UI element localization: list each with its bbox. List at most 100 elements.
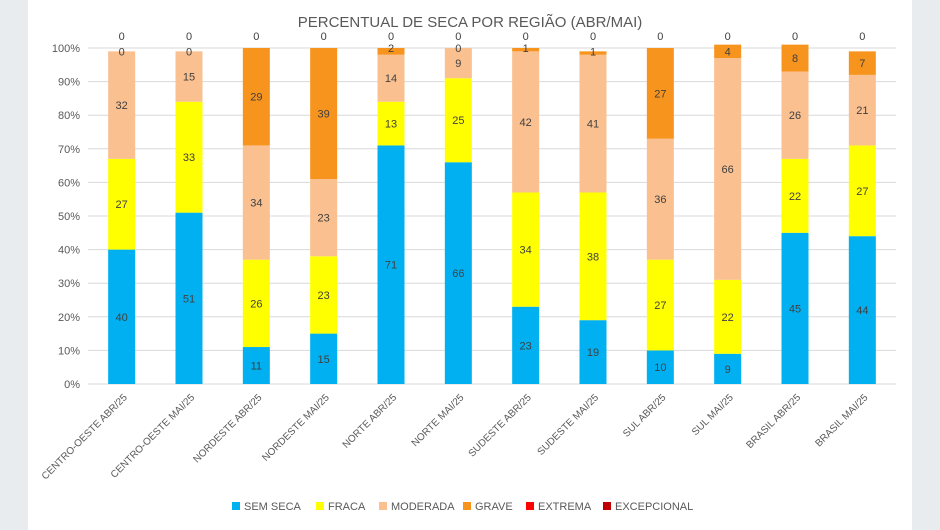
x-tick-label: BRASIL ABR/25 <box>745 392 804 451</box>
data-label: 34 <box>520 245 532 257</box>
data-label: 27 <box>856 186 868 198</box>
bar-segment <box>242 259 270 348</box>
bar-segment <box>512 192 540 307</box>
gridlines <box>88 47 896 385</box>
bar-segment <box>714 353 742 384</box>
bar-segment <box>512 48 540 52</box>
data-label: 51 <box>183 293 195 305</box>
legend-swatch <box>379 502 387 510</box>
legend-swatch <box>316 502 324 510</box>
data-label: 0 <box>321 31 327 43</box>
bar-segment <box>646 350 674 384</box>
x-tick-label: NORTE ABR/25 <box>341 392 400 451</box>
bar-segment <box>377 101 405 146</box>
data-label: 19 <box>587 347 599 359</box>
data-label: 14 <box>385 73 397 85</box>
bar-segment <box>175 51 203 102</box>
data-label: 27 <box>116 199 128 211</box>
data-label: 1 <box>590 46 596 58</box>
bar-segment <box>512 306 540 384</box>
bar-segment <box>108 51 136 159</box>
y-tick-label: 90% <box>58 77 80 89</box>
x-tick-label: NORDESTE MAI/25 <box>260 392 332 464</box>
bar-segment <box>242 145 270 260</box>
bar-segment <box>310 256 338 334</box>
data-label: 0 <box>590 31 596 43</box>
bar-segment <box>848 74 876 146</box>
data-label: 10 <box>654 362 666 374</box>
bar-segment <box>444 162 472 384</box>
data-label: 38 <box>587 251 599 263</box>
data-label: 66 <box>452 268 464 280</box>
data-label: 44 <box>856 305 868 317</box>
bar-segment <box>714 279 742 354</box>
data-label: 0 <box>119 31 125 43</box>
bar-segment <box>579 320 607 384</box>
bar-segment <box>781 158 809 233</box>
bar-segment <box>377 145 405 384</box>
bar-segment <box>444 48 472 79</box>
x-tick-label: NORTE MAI/25 <box>410 392 467 449</box>
y-tick-label: 50% <box>58 211 80 223</box>
data-label: 9 <box>725 364 731 376</box>
bar-segment <box>714 58 742 280</box>
x-tick-label: SUL MAI/25 <box>690 392 736 438</box>
y-tick-label: 0% <box>64 379 80 391</box>
data-label: 4 <box>725 46 731 58</box>
data-label: 39 <box>318 109 330 121</box>
legend-label: EXCEPCIONAL <box>615 501 693 513</box>
y-tick-label: 100% <box>52 43 80 55</box>
data-label: 27 <box>654 300 666 312</box>
bar-segment <box>377 54 405 102</box>
data-label: 0 <box>455 43 461 55</box>
data-label: 0 <box>657 31 663 43</box>
bar-segment <box>175 101 203 213</box>
bar-segment <box>781 232 809 384</box>
data-label: 11 <box>251 361 262 373</box>
data-label: 0 <box>792 31 798 43</box>
data-label: 22 <box>789 191 801 203</box>
x-tick-label: SUDESTE ABR/25 <box>467 392 534 459</box>
legend-label: GRAVE <box>475 501 513 513</box>
x-tick-label: SUL ABR/25 <box>621 392 669 440</box>
legend-label: SEM SECA <box>244 501 302 513</box>
y-tick-label: 60% <box>58 177 80 189</box>
data-label: 0 <box>119 46 125 58</box>
y-tick-label: 10% <box>58 345 80 357</box>
bar-segment <box>714 44 742 59</box>
legend: SEM SECA FRACA MODERADA GRAVE EXTREMA EXCEPCI… <box>232 501 693 513</box>
data-label: 0 <box>186 46 192 58</box>
bar-segment <box>848 51 876 75</box>
bar-segment <box>646 259 674 351</box>
y-tick-label: 40% <box>58 245 80 257</box>
data-label: 13 <box>385 119 397 131</box>
legend-swatch <box>526 502 534 510</box>
y-tick-label: 80% <box>58 110 80 122</box>
data-label: 33 <box>183 152 195 164</box>
bar-segment <box>848 236 876 384</box>
chart-frame: PERCENTUAL DE SECA POR REGIÃO (ABR/MAI) … <box>28 0 912 530</box>
bar-segment <box>310 333 338 384</box>
data-label: 25 <box>452 115 464 127</box>
bar-segment <box>108 158 136 250</box>
x-tick-label: SUDESTE MAI/25 <box>536 392 602 458</box>
data-label: 2 <box>388 43 394 55</box>
data-label: 0 <box>253 31 259 43</box>
data-label: 0 <box>859 31 865 43</box>
data-label: 36 <box>654 194 666 206</box>
bar-segment <box>579 192 607 321</box>
data-label: 9 <box>455 58 461 70</box>
data-label: 1 <box>523 43 529 55</box>
legend-swatch <box>463 502 471 510</box>
bar-segment <box>242 48 270 146</box>
data-label: 29 <box>250 92 262 104</box>
bar-segment <box>781 44 809 72</box>
legend-label: EXTREMA <box>538 501 592 513</box>
data-label: 40 <box>116 312 128 324</box>
bar-segment <box>310 48 338 180</box>
data-label: 0 <box>455 31 461 43</box>
bar-segment <box>444 78 472 163</box>
stacked-bar-chart: PERCENTUAL DE SECA POR REGIÃO (ABR/MAI) … <box>40 14 896 513</box>
data-label: 42 <box>520 117 532 129</box>
